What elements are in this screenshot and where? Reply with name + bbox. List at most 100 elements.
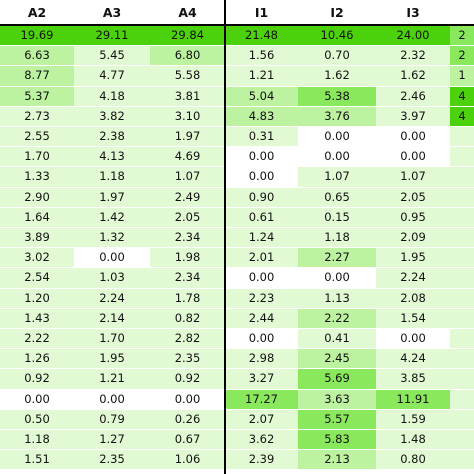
heatmap-cell: 3.02 <box>0 248 74 268</box>
heatmap-cell: 2.35 <box>150 349 225 369</box>
heatmap-cell: 3.81 <box>150 86 225 106</box>
heatmap-cell: 1.18 <box>0 430 74 450</box>
heatmap-cell: 10.46 <box>298 26 376 46</box>
heatmap-cell: 1.62 <box>376 66 450 86</box>
heatmap-cell: 5.38 <box>298 86 376 106</box>
heatmap-cell: 2.01 <box>225 248 298 268</box>
heatmap-cell: 1.95 <box>74 349 150 369</box>
heatmap-cell: 0.00 <box>376 329 450 349</box>
heatmap-cell: 0.00 <box>74 248 150 268</box>
heatmap-cell: 2.27 <box>298 248 376 268</box>
heatmap-cell: 1.42 <box>74 207 150 227</box>
heatmap-cell <box>450 450 474 470</box>
heatmap-cell: 2.35 <box>74 450 150 470</box>
heatmap-cell: 0.00 <box>298 127 376 147</box>
heatmap-cell: 0.00 <box>376 127 450 147</box>
heatmap-cell: 2.44 <box>225 308 298 328</box>
heatmap-cell: 2.14 <box>74 308 150 328</box>
heatmap-cell: 0.00 <box>150 389 225 409</box>
heatmap-cell <box>450 349 474 369</box>
heatmap-cell: 29.84 <box>150 26 225 46</box>
heatmap-cell: 0.00 <box>0 389 74 409</box>
heatmap-cell: 3.62 <box>225 430 298 450</box>
heatmap-cell: 5.69 <box>298 369 376 389</box>
heatmap-cell <box>450 147 474 167</box>
heatmap-cell: 1.95 <box>376 248 450 268</box>
heatmap-cell: 0.00 <box>74 389 150 409</box>
heatmap-cell <box>450 127 474 147</box>
heatmap-cell: 1.26 <box>0 349 74 369</box>
heatmap-cell: 1.32 <box>74 228 150 248</box>
heatmap-cell: 5.45 <box>74 46 150 66</box>
heatmap-cell: 0.00 <box>225 268 298 288</box>
heatmap-cell: 3.85 <box>376 369 450 389</box>
column-header: I2 <box>330 5 344 20</box>
heatmap-cell: 0.15 <box>298 207 376 227</box>
heatmap-cell: 0.80 <box>376 450 450 470</box>
heatmap-cell: 2.98 <box>225 349 298 369</box>
column-header: I3 <box>406 5 420 20</box>
heatmap-cell: 3.63 <box>298 389 376 409</box>
heatmap-cell: 2.45 <box>298 349 376 369</box>
heatmap-cell: 2.07 <box>225 409 298 429</box>
heatmap-cell: 5.58 <box>150 66 225 86</box>
heatmap-cell: 8.77 <box>0 66 74 86</box>
heatmap-cell: 2.05 <box>150 207 225 227</box>
heatmap-cell: 1.78 <box>150 288 225 308</box>
heatmap-cell: 0.00 <box>376 147 450 167</box>
heatmap-cell: 0.00 <box>298 268 376 288</box>
heatmap-cell: 2.39 <box>225 450 298 470</box>
heatmap-cell: 2.08 <box>376 288 450 308</box>
heatmap-cell: 5.57 <box>298 409 376 429</box>
heatmap-cell: 4.13 <box>74 147 150 167</box>
heatmap-cell: 2.55 <box>0 127 74 147</box>
heatmap-cell: 0.90 <box>225 187 298 207</box>
heatmap-cell: 6.63 <box>0 46 74 66</box>
heatmap-cell: 0.31 <box>225 127 298 147</box>
heatmap-cell: 2.23 <box>225 288 298 308</box>
heatmap-cell: 2.22 <box>298 308 376 328</box>
heatmap-cell: 29.11 <box>74 26 150 46</box>
heatmap-cell: 3.10 <box>150 106 225 126</box>
heatmap-cell: 2.13 <box>298 450 376 470</box>
heatmap-cell: 1.21 <box>225 66 298 86</box>
heatmap-cell: 2.46 <box>376 86 450 106</box>
heatmap-cell: 4.77 <box>74 66 150 86</box>
heatmap-cell: 2.73 <box>0 106 74 126</box>
heatmap-cell: 0.26 <box>150 409 225 429</box>
column-header <box>450 0 474 25</box>
heatmap-cell: 3.82 <box>74 106 150 126</box>
heatmap-cell: 1.59 <box>376 409 450 429</box>
heatmap-cell: 2.34 <box>150 268 225 288</box>
heatmap-cell: 4.18 <box>74 86 150 106</box>
heatmap-cell: 21.48 <box>225 26 298 46</box>
heatmap-cell: 1.70 <box>0 147 74 167</box>
heatmap-cell: 1.18 <box>74 167 150 187</box>
heatmap-cell: 1.51 <box>0 450 74 470</box>
heatmap-cell: 1.07 <box>298 167 376 187</box>
heatmap-cell: 24.00 <box>376 26 450 46</box>
heatmap-cell: 1.06 <box>150 450 225 470</box>
heatmap-cell: 2.38 <box>74 127 150 147</box>
heatmap-cell: 4 <box>450 106 474 126</box>
heatmap-cell: 4.24 <box>376 349 450 369</box>
heatmap-cell: 2.09 <box>376 228 450 248</box>
column-header: I1 <box>254 5 269 20</box>
heatmap-cell: 1.13 <box>298 288 376 308</box>
heatmap-cell: 2.24 <box>376 268 450 288</box>
column-header: A2 <box>27 5 47 20</box>
heatmap-cell: 2.90 <box>0 187 74 207</box>
heatmap-cell: 1.43 <box>0 308 74 328</box>
heatmap-cell: 5.04 <box>225 86 298 106</box>
heatmap-cell: 1.20 <box>0 288 74 308</box>
heatmap-cell <box>450 308 474 328</box>
heatmap-cell: 1.07 <box>376 167 450 187</box>
heatmap-cell <box>450 389 474 409</box>
heatmap-cell: 1.54 <box>376 308 450 328</box>
group-separator <box>224 0 226 474</box>
heatmap-cell: 1 <box>450 66 474 86</box>
heatmap-cell <box>450 409 474 429</box>
heatmap-cell: 2 <box>450 26 474 46</box>
heatmap-cell: 2.32 <box>376 46 450 66</box>
